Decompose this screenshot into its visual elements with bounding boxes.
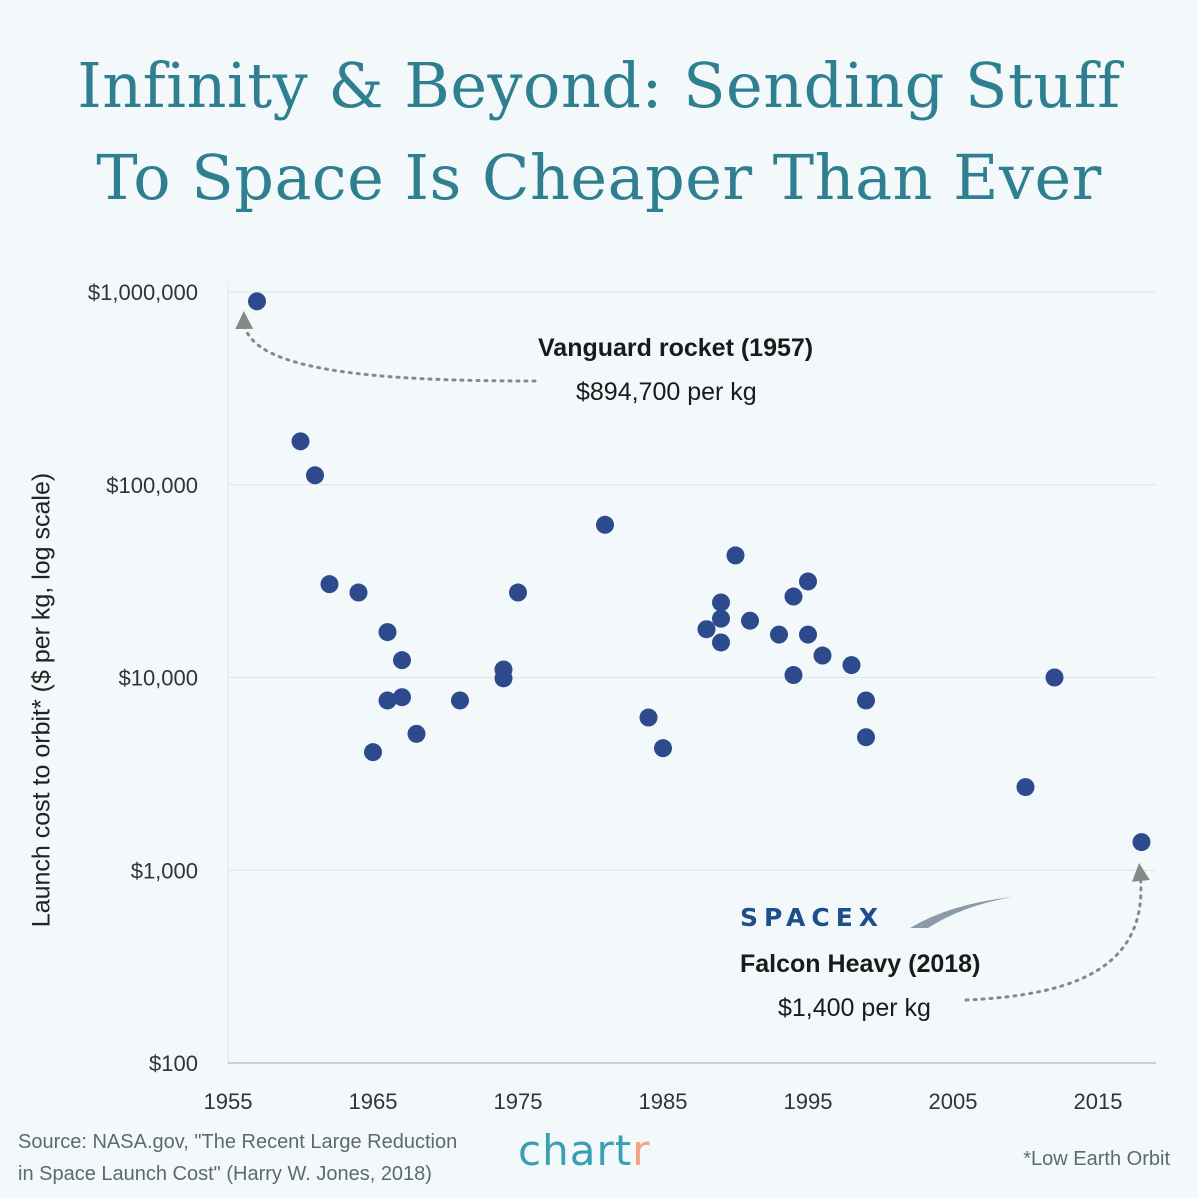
tick-labels: $100 $1,000 $10,000 $100,000 $1,000,000 1955 1… bbox=[88, 280, 1123, 1114]
falcon-arrow bbox=[964, 863, 1150, 1002]
vanguard-arrow bbox=[235, 311, 537, 383]
data-point bbox=[291, 432, 310, 451]
data-point bbox=[364, 743, 382, 762]
data-point bbox=[1045, 668, 1064, 687]
data-point bbox=[712, 609, 730, 628]
data-point bbox=[1132, 833, 1151, 852]
falcon-annotation-value: $1,400 per kg bbox=[778, 994, 931, 1022]
data-point bbox=[596, 515, 614, 534]
vanguard-annotation-title: Vanguard rocket (1957) bbox=[538, 334, 814, 362]
data-point bbox=[697, 620, 716, 639]
data-point bbox=[813, 646, 832, 665]
data-point bbox=[393, 651, 411, 670]
data-points bbox=[248, 292, 1151, 852]
data-point bbox=[349, 583, 368, 602]
data-point bbox=[509, 583, 527, 602]
data-point bbox=[712, 593, 730, 612]
data-point bbox=[407, 724, 426, 743]
data-point bbox=[654, 739, 672, 758]
data-point bbox=[799, 572, 817, 591]
grid-lines bbox=[228, 291, 1156, 871]
data-point bbox=[726, 546, 745, 565]
y-tick-label: $100 bbox=[149, 1051, 198, 1076]
source-line-1: Source: NASA.gov, "The Recent Large Redu… bbox=[18, 1131, 458, 1153]
data-point bbox=[857, 691, 875, 710]
data-point bbox=[378, 691, 397, 710]
x-tick-label: 1965 bbox=[349, 1089, 398, 1114]
data-point bbox=[741, 611, 759, 630]
data-point bbox=[306, 466, 324, 485]
source-line-2: in Space Launch Cost" (Harry W. Jones, 2… bbox=[18, 1163, 432, 1185]
y-tick-label: $1,000 bbox=[131, 858, 198, 883]
x-tick-label: 1995 bbox=[784, 1089, 833, 1114]
brand-logo-accent: r bbox=[632, 1126, 651, 1175]
y-axis-label: Launch cost to orbit* ($ per kg, log sca… bbox=[27, 472, 56, 928]
title-line-1: Infinity & Beyond: Sending Stuff bbox=[77, 49, 1121, 122]
x-tick-label: 2015 bbox=[1074, 1089, 1123, 1114]
spacex-logo: SPACEX bbox=[740, 896, 1030, 941]
data-point bbox=[378, 623, 397, 642]
annotation-arrows bbox=[235, 311, 1150, 1002]
data-point bbox=[1016, 778, 1035, 797]
footnote: *Low Earth Orbit bbox=[1023, 1148, 1170, 1170]
chart-title: Infinity & Beyond: Sending Stuff To Spac… bbox=[0, 40, 1198, 224]
data-point bbox=[799, 625, 817, 644]
data-point bbox=[320, 575, 339, 594]
source-note: Source: NASA.gov, "The Recent Large Redu… bbox=[18, 1126, 457, 1190]
data-point bbox=[393, 688, 411, 707]
y-tick-label: $10,000 bbox=[118, 666, 198, 691]
data-point bbox=[712, 633, 730, 652]
data-point bbox=[770, 625, 788, 644]
x-tick-label: 2005 bbox=[929, 1089, 978, 1114]
x-tick-label: 1985 bbox=[639, 1089, 688, 1114]
data-point bbox=[784, 587, 803, 606]
data-point bbox=[248, 292, 266, 311]
brand-logo-main: chart bbox=[518, 1126, 633, 1175]
spacex-logo-mark: SPACEX bbox=[740, 897, 1012, 932]
data-point bbox=[784, 666, 803, 685]
data-point bbox=[451, 691, 469, 710]
x-tick-label: 1975 bbox=[494, 1089, 543, 1114]
falcon-annotation-title: Falcon Heavy (2018) bbox=[740, 950, 981, 978]
data-point bbox=[842, 656, 861, 675]
title-line-2: To Space Is Cheaper Than Ever bbox=[96, 141, 1102, 214]
x-tick-label: 1955 bbox=[204, 1089, 253, 1114]
axes bbox=[227, 282, 1156, 1064]
y-tick-label: $100,000 bbox=[106, 473, 198, 498]
data-point bbox=[639, 708, 658, 727]
data-point bbox=[494, 669, 513, 688]
y-tick-label: $1,000,000 bbox=[88, 280, 198, 305]
vanguard-annotation-value: $894,700 per kg bbox=[576, 378, 757, 406]
data-point bbox=[857, 728, 875, 747]
spacex-logo-text: SPACEX bbox=[740, 903, 884, 932]
brand-logo: chartr bbox=[518, 1126, 650, 1175]
spacex-swoosh bbox=[910, 897, 1012, 928]
